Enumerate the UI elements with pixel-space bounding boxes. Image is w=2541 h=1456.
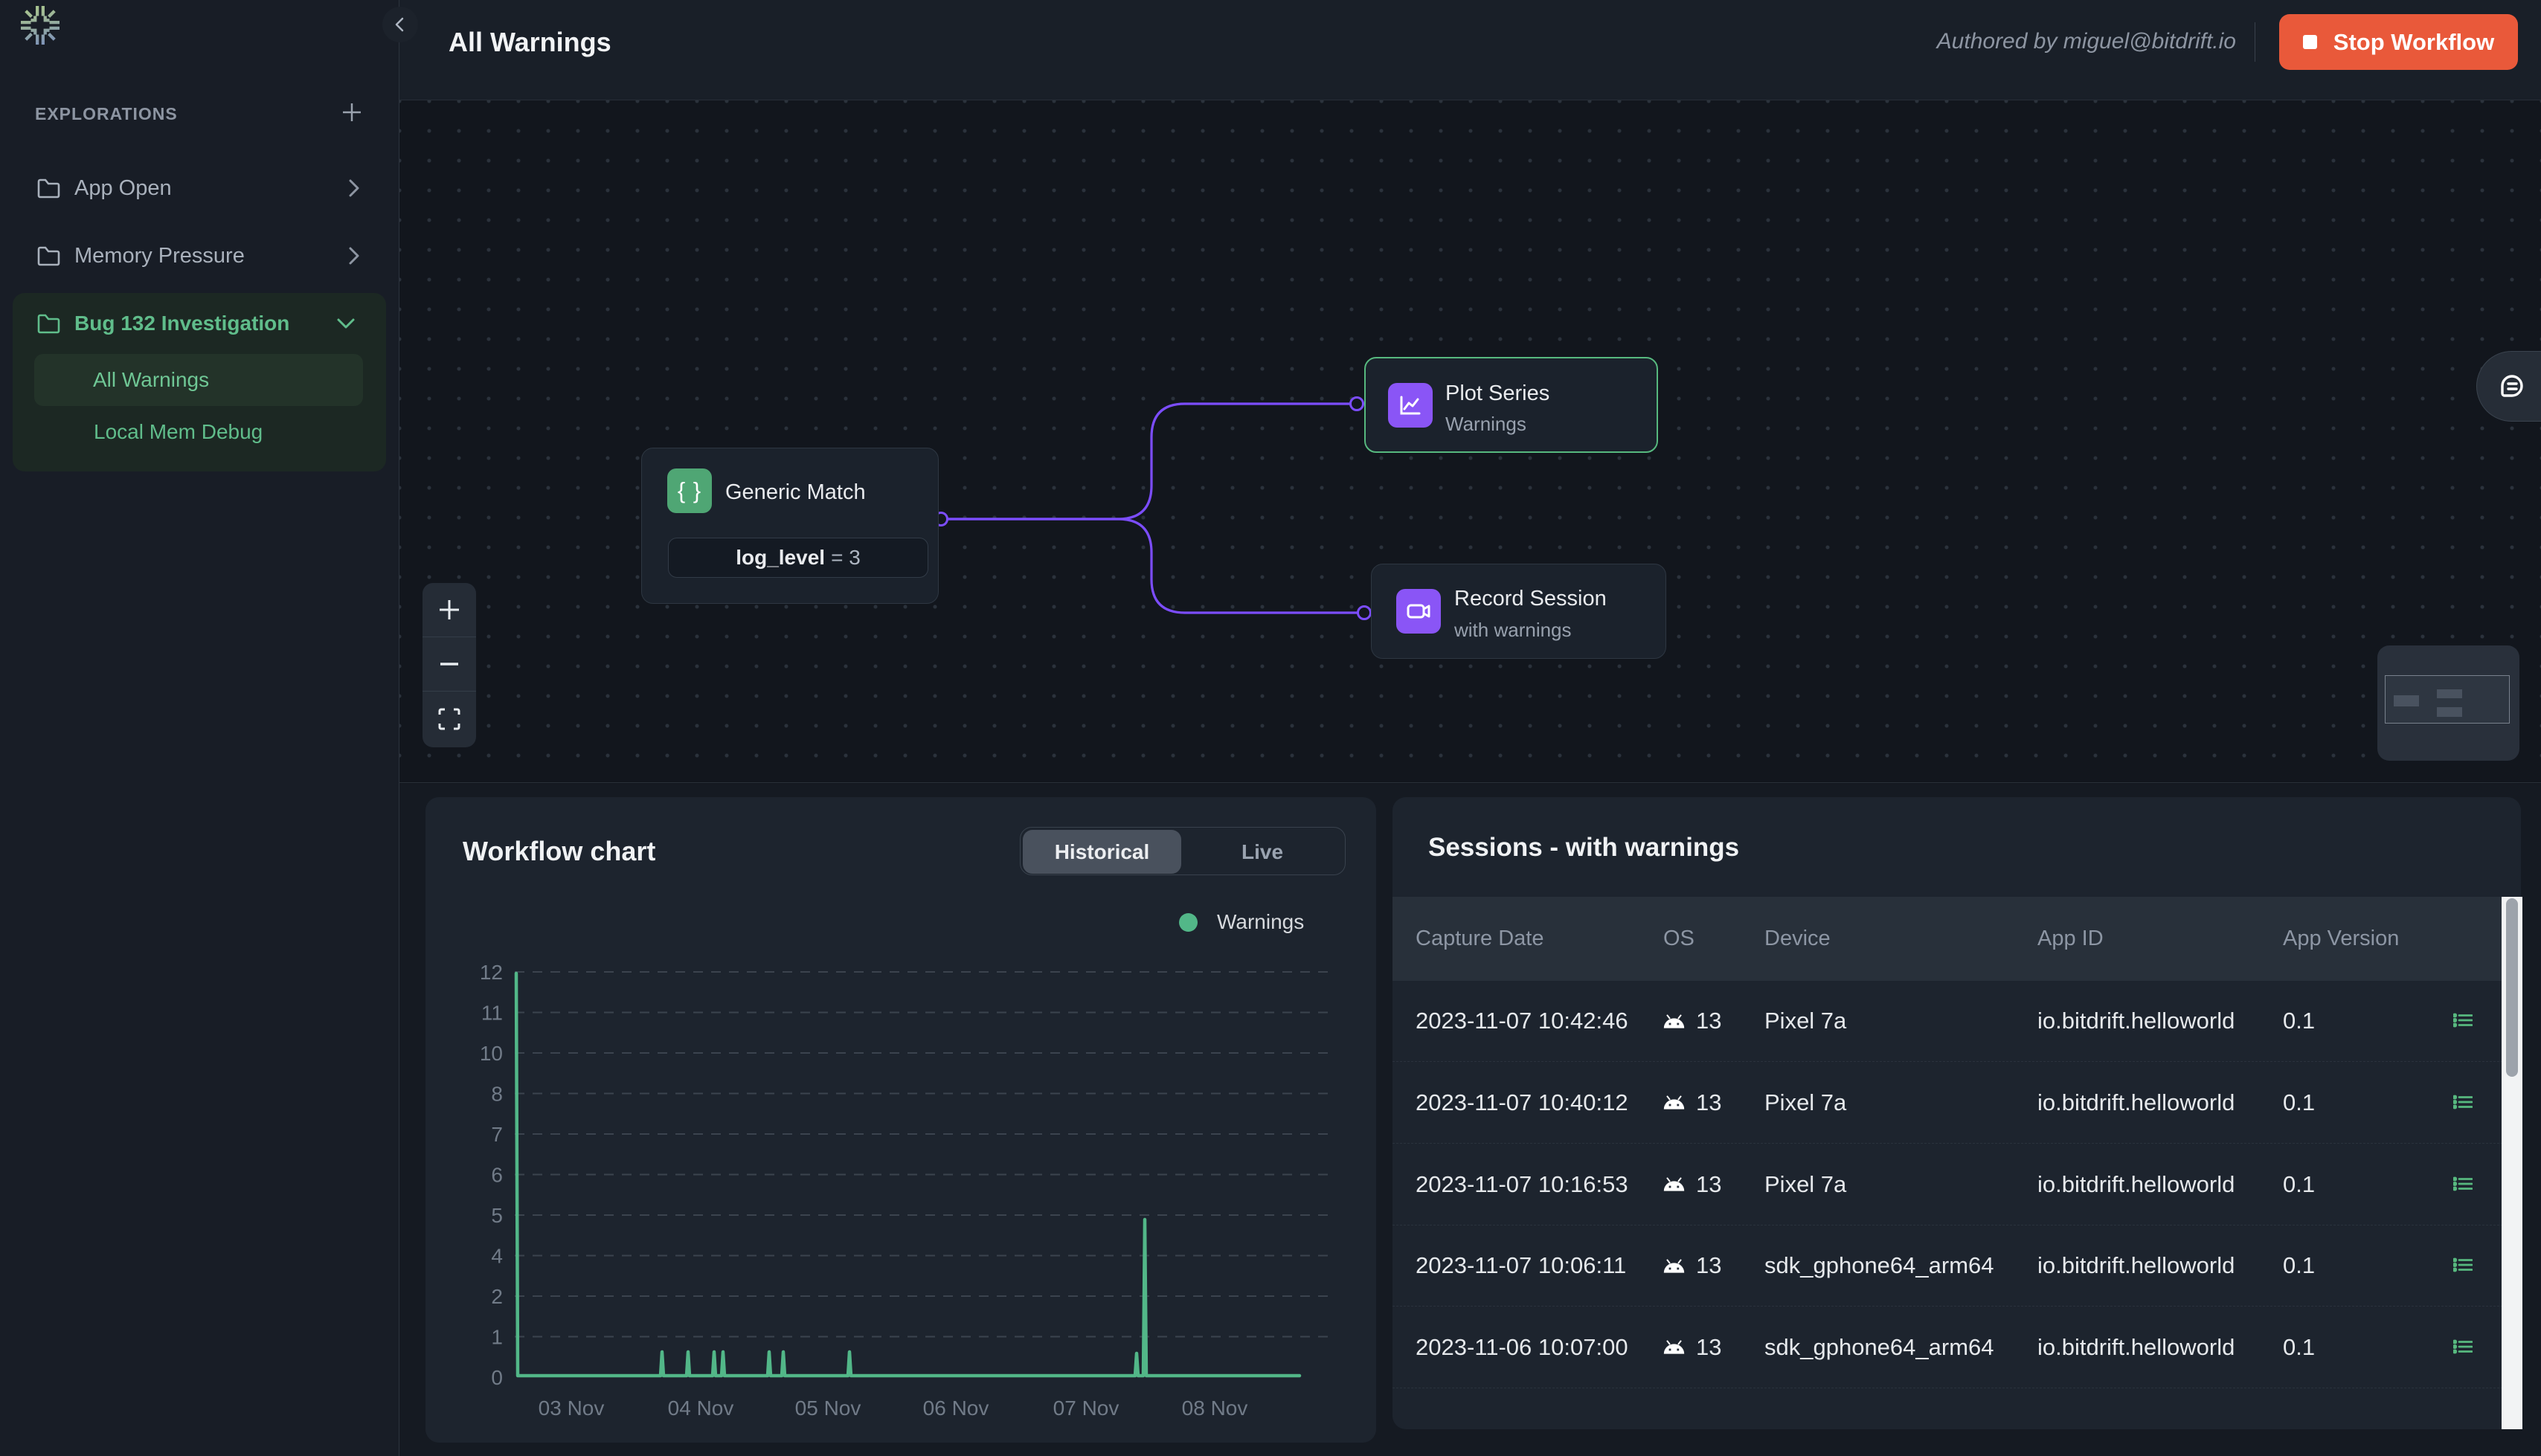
svg-text:04 Nov: 04 Nov [668, 1397, 734, 1420]
svg-text:4: 4 [491, 1245, 503, 1268]
svg-text:7: 7 [491, 1123, 503, 1146]
svg-text:08 Nov: 08 Nov [1182, 1397, 1248, 1420]
svg-text:5: 5 [491, 1204, 503, 1227]
svg-text:11: 11 [481, 1002, 503, 1025]
svg-text:12: 12 [480, 961, 503, 984]
svg-text:8: 8 [491, 1083, 503, 1106]
svg-text:06 Nov: 06 Nov [923, 1397, 989, 1420]
svg-text:2: 2 [491, 1285, 503, 1308]
svg-text:6: 6 [491, 1164, 503, 1187]
svg-text:10: 10 [480, 1042, 503, 1065]
svg-text:07 Nov: 07 Nov [1053, 1397, 1119, 1420]
svg-text:1: 1 [491, 1326, 503, 1349]
svg-text:05 Nov: 05 Nov [795, 1397, 861, 1420]
svg-text:03 Nov: 03 Nov [539, 1397, 605, 1420]
svg-text:0: 0 [491, 1366, 503, 1389]
